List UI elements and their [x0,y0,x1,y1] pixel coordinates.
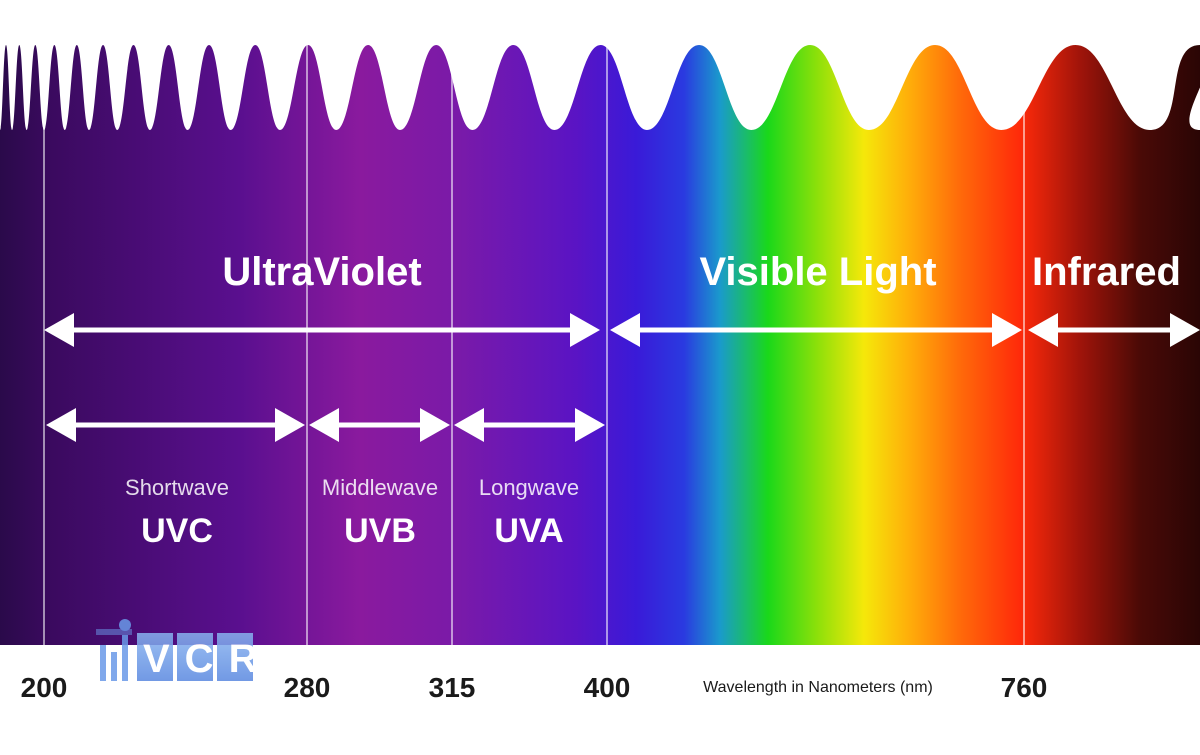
tick-label-315: 315 [429,672,476,703]
region-label-visible: Visible Light [699,250,936,294]
tick-label-280: 280 [284,672,331,703]
band-sublabel-uvc: Shortwave [125,475,229,500]
tick-label-760: 760 [1001,672,1048,703]
tick-label-200: 200 [21,672,68,703]
arrow-uva [454,408,605,442]
band-sublabel-uvb: Middlewave [322,475,438,500]
vcr-logo: VCR [96,619,272,681]
band-label-uva: UVA [494,512,563,550]
region-label-ultraviolet: UltraViolet [222,250,421,294]
arrow-infrared [1028,313,1200,347]
logo-box-r [217,633,253,681]
boundary-lines [43,45,1025,645]
spectrum-gradient-band [0,45,1200,645]
range-arrows [44,313,1200,442]
logo-text: VCR [143,637,272,681]
region-label-infrared: Infrared [1032,250,1181,294]
logo-mark-icon [96,619,132,681]
arrow-uvb [309,408,450,442]
tick-label-400: 400 [584,672,631,703]
band-label-uvb: UVB [344,512,416,550]
logo-box-c [177,633,213,681]
axis-caption: Wavelength in Nanometers (nm) [703,679,933,696]
band-sublabel-uva: Longwave [479,475,579,500]
band-label-uvc: UVC [141,512,213,550]
arrow-visible-light [610,313,1022,347]
arrow-uvc [46,408,305,442]
arrow-ultraviolet [44,313,600,347]
logo-box-v [137,633,173,681]
